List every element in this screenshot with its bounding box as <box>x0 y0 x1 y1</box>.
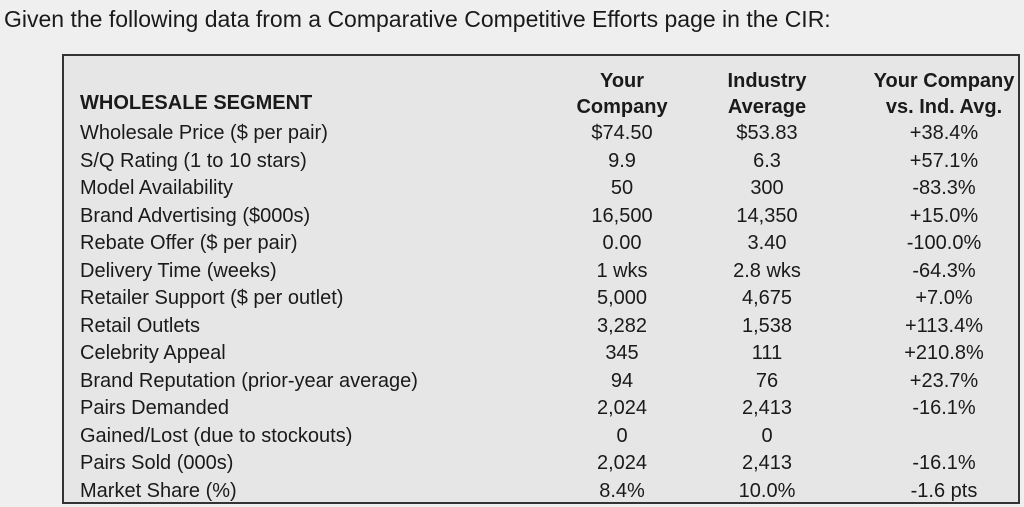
cell-value: -1.6 pts <box>910 479 978 502</box>
cell-value: -16.1% <box>912 397 976 419</box>
segment-header: WHOLESALE SEGMENT <box>80 92 313 114</box>
cell-value: $53.83 <box>736 122 798 144</box>
row-label: Pairs Sold (000s) <box>80 452 234 474</box>
cell-value: +7.0% <box>915 287 973 309</box>
column-header: Your Company <box>873 70 1015 92</box>
row-label: Retailer Support ($ per outlet) <box>80 287 344 309</box>
cell-value: -16.1% <box>912 452 976 474</box>
row-label: Celebrity Appeal <box>80 342 226 364</box>
row-label: Brand Reputation (prior-year average) <box>80 369 418 392</box>
cell-value: 14,350 <box>736 204 798 227</box>
cell-value: -100.0% <box>906 232 982 254</box>
cell-value: 111 <box>751 342 783 364</box>
cell-value: +38.4% <box>909 122 979 144</box>
cell-value: 3.40 <box>747 232 787 254</box>
row-label: Brand Advertising ($000s) <box>80 204 311 227</box>
cell-value: 2.8 wks <box>733 259 801 282</box>
cell-value: 1 wks <box>596 259 648 282</box>
cell-value: 6.3 <box>753 149 781 172</box>
cell-value: +57.1% <box>909 149 979 172</box>
cell-value: 1,538 <box>741 314 793 337</box>
row-label: Wholesale Price ($ per pair) <box>80 122 328 144</box>
cell-value: 76 <box>755 369 779 392</box>
cell-value: 2,024 <box>596 397 648 419</box>
cell-value: 300 <box>750 177 784 199</box>
heading: Given the following data from a Comparat… <box>4 6 831 32</box>
data-table: WHOLESALE SEGMENT Your Company Industry Aver… <box>62 54 1020 504</box>
cell-value: 4,675 <box>741 287 793 309</box>
cell-value: 2,413 <box>741 397 793 419</box>
row-label: Market Share (%) <box>80 479 237 502</box>
cell-value: -83.3% <box>912 177 976 199</box>
column-header: Industry <box>727 70 807 92</box>
cell-value: 2,413 <box>741 452 793 474</box>
cell-value: +210.8% <box>904 342 984 364</box>
cell-value: $74.50 <box>591 122 653 144</box>
cell-value: 3,282 <box>596 314 648 337</box>
cell-value: 0 <box>616 424 628 447</box>
row-label: Rebate Offer ($ per pair) <box>80 232 298 254</box>
column-header: Company <box>576 96 668 118</box>
cell-value: 16,500 <box>591 204 653 227</box>
row-label: Delivery Time (weeks) <box>80 259 277 282</box>
row-label: Model Availability <box>80 177 234 199</box>
row-label: S/Q Rating (1 to 10 stars) <box>80 149 307 172</box>
cell-value: 8.4% <box>599 479 645 502</box>
row-label: Pairs Demanded <box>80 397 229 419</box>
cell-value: 0 <box>761 424 773 447</box>
cell-value: +23.7% <box>909 369 979 392</box>
column-header: Average <box>727 96 807 118</box>
cell-value: +113.4% <box>904 314 984 337</box>
cell-value: +15.0% <box>909 204 979 227</box>
cell-value: 10.0% <box>738 479 796 502</box>
column-header: Your <box>599 70 645 92</box>
cell-value: 345 <box>605 342 639 364</box>
cell-value: 5,000 <box>596 287 648 309</box>
cell-value: -64.3% <box>912 259 976 282</box>
row-label: Retail Outlets <box>80 314 201 337</box>
cell-value: 94 <box>610 369 634 392</box>
column-header: vs. Ind. Avg. <box>885 96 1003 118</box>
cell-value: 50 <box>610 177 634 199</box>
cell-value: 2,024 <box>596 452 648 474</box>
row-label: Gained/Lost (due to stockouts) <box>80 424 353 447</box>
cell-value: 0.00 <box>602 232 642 254</box>
cell-value: 9.9 <box>608 149 636 172</box>
